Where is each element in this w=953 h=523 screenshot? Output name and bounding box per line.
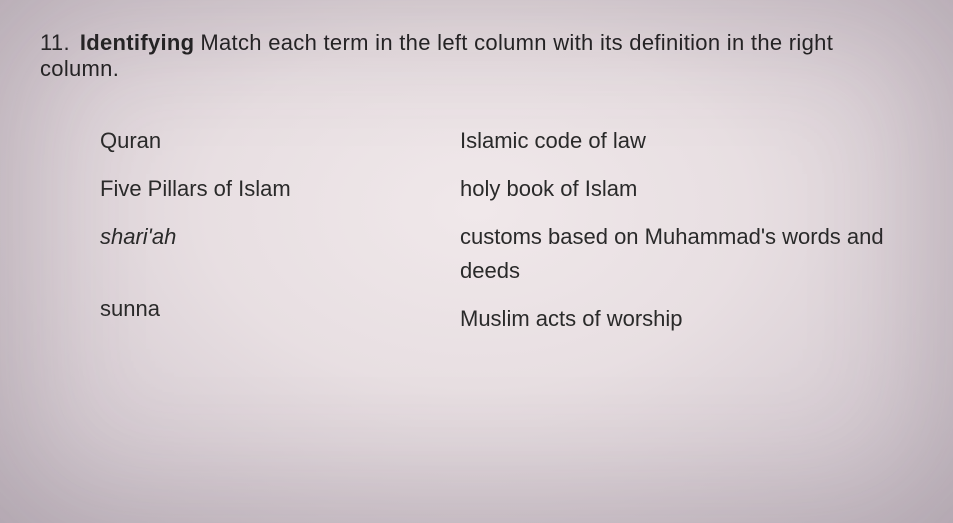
definition-item: Muslim acts of worship [460, 302, 913, 336]
row-spacer [100, 268, 460, 292]
definition-text: customs based on Muhammad's words and de… [460, 224, 884, 283]
definition-text: Muslim acts of worship [460, 306, 683, 331]
definition-item: holy book of Islam [460, 172, 913, 206]
term-item: Quran [100, 124, 460, 158]
term-text: sunna [100, 296, 160, 321]
worksheet-page: 11.IdentifyingMatch each term in the lef… [0, 0, 953, 350]
definition-text: holy book of Islam [460, 176, 637, 201]
definition-item: customs based on Muhammad's words and de… [460, 220, 913, 288]
term-item: shari'ah [100, 220, 460, 254]
terms-column: Quran Five Pillars of Islam shari'ah sun… [100, 124, 460, 350]
question-type: Identifying [80, 30, 195, 55]
definition-item: Islamic code of law [460, 124, 913, 158]
term-text: shari'ah [100, 224, 176, 249]
matching-columns: Quran Five Pillars of Islam shari'ah sun… [40, 124, 913, 350]
term-text: Quran [100, 128, 161, 153]
question-number: 11. [40, 30, 70, 56]
term-item: Five Pillars of Islam [100, 172, 460, 206]
definitions-column: Islamic code of law holy book of Islam c… [460, 124, 913, 350]
term-text: Five Pillars of Islam [100, 176, 291, 201]
term-item: sunna [100, 292, 460, 326]
definition-text: Islamic code of law [460, 128, 646, 153]
question-header: 11.IdentifyingMatch each term in the lef… [40, 30, 913, 82]
